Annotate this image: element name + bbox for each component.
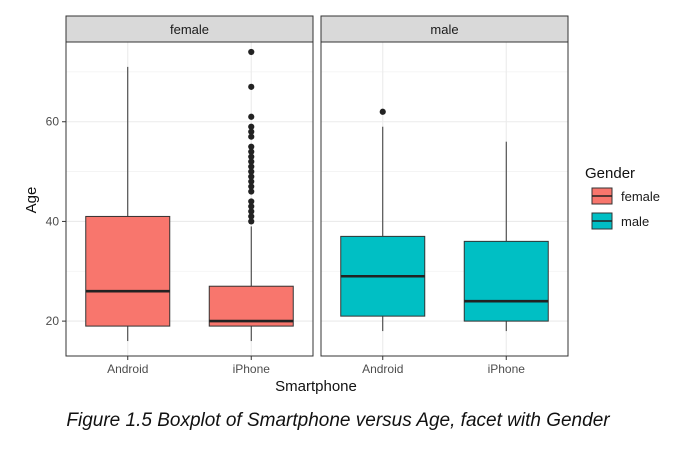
facet-strip-label: male: [430, 22, 458, 37]
outlier-point: [248, 208, 255, 215]
y-tick-label: 60: [46, 115, 60, 129]
outlier-point: [248, 48, 255, 56]
panel-border: [65, 41, 314, 357]
outlier-point: [248, 178, 255, 185]
outlier-point: [248, 173, 255, 180]
legend-label: female: [621, 189, 660, 204]
legend-label: male: [621, 214, 649, 229]
box-iqr: [463, 240, 549, 322]
facet-strip: [320, 15, 569, 43]
y-tick-label: 40: [46, 214, 60, 228]
legend-title: Gender: [585, 165, 635, 182]
outlier-point: [248, 183, 255, 190]
outlier-point: [248, 163, 255, 170]
box-male-iPhone: [463, 141, 549, 332]
box-iqr: [208, 285, 294, 327]
outlier-point: [248, 198, 255, 205]
box-male-Android: [340, 108, 426, 332]
box-female-Android: [85, 66, 171, 342]
facet-panel-male: male Android iPhone: [320, 15, 569, 376]
outlier-point: [248, 83, 255, 90]
x-tick-label: iPhone: [233, 362, 271, 376]
y-axis-label: Age: [23, 187, 40, 214]
outlier-point: [248, 113, 255, 120]
box-female-iPhone: [208, 48, 294, 342]
outlier-point: [248, 188, 255, 195]
outlier-point: [248, 218, 255, 225]
legend-entry-female: female: [591, 187, 660, 205]
panel-border: [320, 41, 569, 357]
outlier-point: [248, 143, 255, 150]
outlier-point: [248, 153, 255, 160]
legend: Gender female male: [585, 165, 660, 230]
facet-strip: [65, 15, 314, 43]
outlier-point: [248, 213, 255, 220]
x-tick-label: Android: [107, 362, 148, 376]
facet-strip-label: female: [170, 22, 209, 37]
x-axis-label: Smartphone: [275, 378, 357, 395]
outlier-point: [248, 133, 255, 140]
figure-caption: Figure 1.5 Boxplot of Smartphone versus …: [66, 410, 610, 431]
x-tick-label: iPhone: [488, 362, 526, 376]
outlier-point: [248, 168, 255, 175]
outlier-point: [248, 123, 255, 130]
x-tick-label: Android: [362, 362, 403, 376]
facet-panel-female: female Android iPhone 20 40 60: [46, 15, 314, 376]
y-tick-label: 20: [46, 314, 60, 328]
legend-entry-male: male: [591, 212, 649, 230]
box-iqr: [85, 215, 171, 327]
boxplot-chart: female Android iPhone 20 40 60 male Android iPho…: [23, 15, 660, 395]
outlier-point: [248, 128, 255, 135]
outlier-point: [248, 148, 255, 155]
outlier-point: [379, 108, 386, 115]
outlier-point: [248, 203, 255, 210]
outlier-point: [248, 158, 255, 165]
